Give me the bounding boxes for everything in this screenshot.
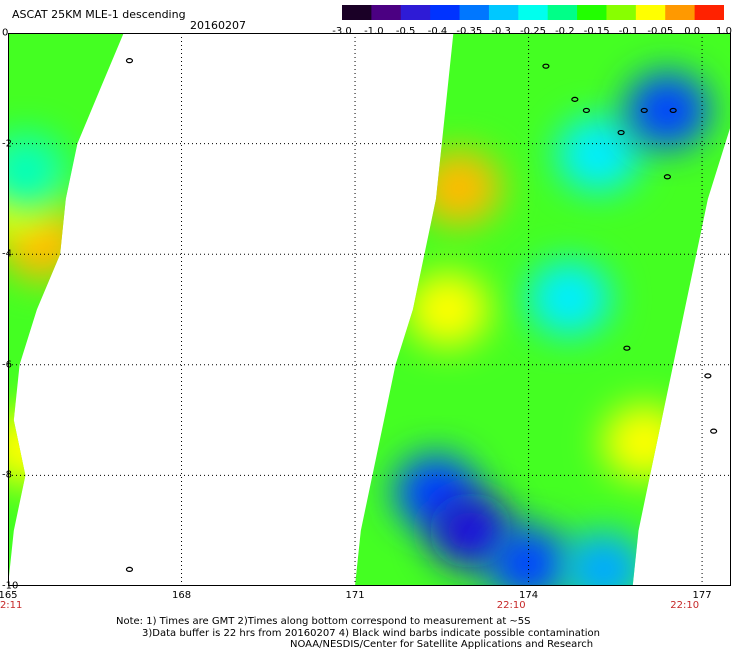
island-outline (663, 174, 671, 180)
colorbar-label: -3.0 (332, 26, 352, 37)
island-outline (571, 96, 579, 102)
y-tick-label: -2 (2, 138, 12, 150)
island-outline (669, 107, 677, 114)
colorbar-label: -0.3 (491, 26, 511, 37)
value-patch (417, 149, 502, 226)
island-outline (125, 58, 134, 64)
map-plot (8, 33, 731, 586)
time-label: 22:10 (670, 600, 700, 611)
colorbar-segment (665, 5, 696, 20)
island-outline (640, 107, 648, 114)
plot-frame (8, 33, 731, 586)
colorbar-label: 0.0 (684, 26, 701, 37)
value-patch (486, 525, 571, 586)
y-tick-label: -6 (2, 359, 12, 371)
colorbar-segment (518, 5, 549, 20)
colorbar-label: 1.0 (716, 26, 732, 37)
colorbar-segment (459, 5, 490, 20)
y-tick-label: -8 (2, 469, 12, 481)
island-outline (623, 345, 631, 351)
x-tick-label: 171 (345, 590, 365, 601)
colorbar-label: -0.25 (520, 26, 546, 37)
time-label: 22:10 (496, 600, 526, 611)
grid-lines (8, 33, 731, 586)
colorbar-segment (577, 5, 607, 20)
swath-east (355, 33, 731, 586)
colorbar-label: -0.4 (427, 26, 448, 37)
island-outline (704, 373, 712, 379)
colorbar-label: -0.35 (456, 26, 483, 37)
value-patch (8, 409, 68, 486)
island-outline (710, 428, 718, 434)
colorbar-label: -0.05 (647, 26, 674, 37)
note-line-2: 3)Data buffer is 22 hrs from 20160207 4)… (142, 628, 600, 639)
island-outline (542, 63, 550, 69)
colorbar-label: -0.1 (618, 26, 639, 37)
value-patch (555, 116, 640, 193)
time-label: 22:11 (0, 600, 23, 611)
value-patch (602, 404, 687, 481)
colorbar-segment (400, 5, 431, 20)
colorbar-segment (430, 5, 461, 20)
colorbar-segment (694, 5, 724, 20)
y-tick-label: -10 (2, 580, 19, 592)
value-patch (527, 260, 612, 337)
colorbar-segment (342, 5, 372, 20)
value-patch (405, 271, 490, 348)
colorbar (342, 5, 724, 20)
note-line-1: Note: 1) Times are GMT 2)Times along bot… (116, 616, 531, 627)
note-line-3: NOAA/NESDIS/Center for Satellite Applica… (290, 639, 594, 650)
colorbar-label: -0.2 (555, 26, 575, 37)
island-outline (125, 566, 134, 573)
island-outline (617, 129, 625, 136)
colorbar-segment (606, 5, 637, 20)
colorbar-label: -1.0 (364, 26, 384, 37)
colorbar-label: -0.5 (395, 26, 416, 37)
island-outline (582, 107, 591, 114)
y-tick-label: 0 (2, 27, 9, 39)
colorbar-segment (547, 5, 578, 20)
value-patch (625, 72, 710, 149)
swath-base (355, 33, 731, 586)
y-tick-label: -4 (2, 248, 12, 260)
colorbar-segment (371, 5, 402, 20)
x-tick-label: 177 (692, 590, 712, 601)
x-tick-label: 174 (519, 590, 539, 601)
colorbar-label: -0.15 (583, 26, 610, 37)
colorbar-segment (488, 5, 519, 20)
chart-title: ASCAT 25KM MLE-1 descending (12, 8, 186, 21)
x-tick-label: 168 (171, 590, 192, 601)
chart-date: 20160207 (190, 19, 246, 32)
islands-layer (125, 58, 718, 573)
x-tick-label: 165 (0, 590, 18, 601)
colorbar-segment (635, 5, 666, 20)
value-patch (8, 133, 68, 210)
value-patch (561, 531, 646, 586)
